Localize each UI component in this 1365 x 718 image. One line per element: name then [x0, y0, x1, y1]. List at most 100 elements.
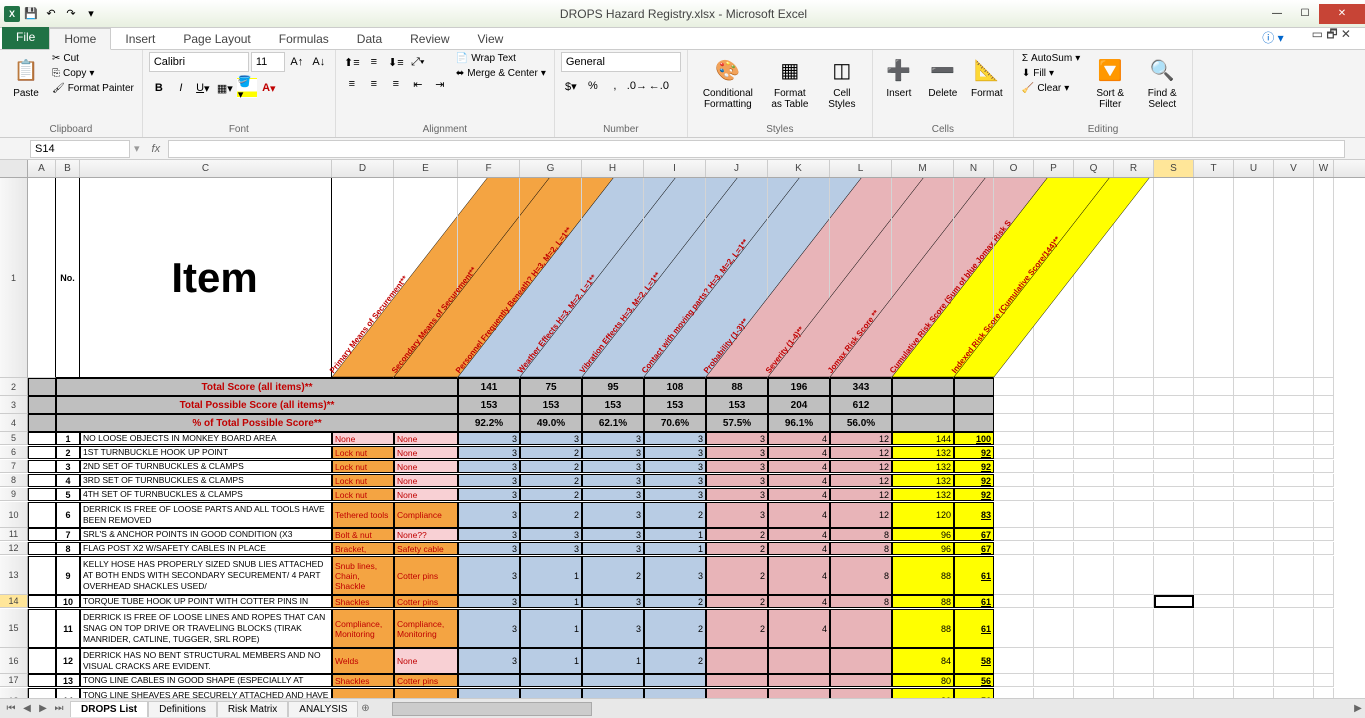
- cell[interactable]: [1314, 414, 1334, 432]
- cell[interactable]: 2: [520, 502, 582, 528]
- cell[interactable]: [994, 460, 1034, 473]
- cell[interactable]: [1274, 595, 1314, 608]
- row-header[interactable]: 7: [0, 460, 28, 473]
- row-header[interactable]: 17: [0, 674, 28, 687]
- cell[interactable]: [1274, 609, 1314, 648]
- cell[interactable]: [1194, 396, 1234, 414]
- cell[interactable]: 1: [582, 648, 644, 674]
- cell[interactable]: 153: [520, 396, 582, 414]
- cell[interactable]: 2: [520, 488, 582, 501]
- sheet-tab[interactable]: DROPS List: [70, 701, 148, 717]
- cell[interactable]: [1034, 595, 1074, 608]
- cell[interactable]: 61: [954, 609, 994, 648]
- cell[interactable]: [1034, 446, 1074, 459]
- cell[interactable]: Bracket,: [332, 542, 394, 555]
- cell[interactable]: 88: [706, 378, 768, 396]
- cell[interactable]: 10: [56, 595, 80, 608]
- orientation-icon[interactable]: ⤢▾: [408, 52, 428, 72]
- cell[interactable]: 1ST TURNBUCKLE HOOK UP POINT: [80, 446, 332, 459]
- cell[interactable]: [1114, 432, 1154, 445]
- cell[interactable]: 96.1%: [768, 414, 830, 432]
- sheet-tab[interactable]: ANALYSIS: [288, 701, 358, 717]
- align-top-icon[interactable]: ⬆≡: [342, 52, 362, 72]
- cell[interactable]: Compliance: [394, 502, 458, 528]
- col-header-A[interactable]: A: [28, 160, 56, 177]
- cell[interactable]: [1274, 396, 1314, 414]
- cell[interactable]: [1154, 674, 1194, 687]
- format-as-table-button[interactable]: ▦Format as Table: [766, 52, 814, 112]
- cell[interactable]: 12: [56, 648, 80, 674]
- font-color-button[interactable]: A▾: [259, 78, 279, 98]
- cell[interactable]: [1314, 502, 1334, 528]
- col-header-R[interactable]: R: [1114, 160, 1154, 177]
- cell[interactable]: [1314, 648, 1334, 674]
- col-header-W[interactable]: W: [1314, 160, 1334, 177]
- cell[interactable]: 4: [768, 432, 830, 445]
- cell[interactable]: [1274, 474, 1314, 487]
- col-header-B[interactable]: B: [56, 160, 80, 177]
- cell[interactable]: [1314, 446, 1334, 459]
- cell[interactable]: [1114, 414, 1154, 432]
- cell[interactable]: [520, 674, 582, 687]
- row-header[interactable]: 2: [0, 378, 28, 396]
- cell[interactable]: [1194, 460, 1234, 473]
- col-header-Q[interactable]: Q: [1074, 160, 1114, 177]
- cell[interactable]: [28, 502, 56, 528]
- cell[interactable]: [1234, 556, 1274, 595]
- undo-icon[interactable]: ↶: [42, 5, 60, 23]
- cell[interactable]: [1194, 542, 1234, 555]
- file-tab[interactable]: File: [2, 27, 49, 49]
- minimize-button[interactable]: —: [1263, 4, 1291, 24]
- cell[interactable]: NO LOOSE OBJECTS IN MONKEY BOARD AREA: [80, 432, 332, 445]
- cell[interactable]: [994, 609, 1034, 648]
- cell[interactable]: 95: [582, 378, 644, 396]
- namebox-dropdown-icon[interactable]: ▾: [130, 142, 144, 155]
- cell[interactable]: 153: [582, 396, 644, 414]
- cell[interactable]: [994, 432, 1034, 445]
- cell[interactable]: [28, 688, 56, 698]
- cell[interactable]: 3: [644, 488, 706, 501]
- scroll-thumb[interactable]: [392, 702, 592, 716]
- cell[interactable]: [1034, 688, 1074, 698]
- align-left-icon[interactable]: ≡: [342, 74, 362, 94]
- cell[interactable]: 1: [520, 556, 582, 595]
- cell[interactable]: 62.1%: [582, 414, 644, 432]
- cell[interactable]: 3: [458, 609, 520, 648]
- cell[interactable]: [1194, 432, 1234, 445]
- cell[interactable]: [1274, 688, 1314, 698]
- cell[interactable]: [1034, 502, 1074, 528]
- grid-rows[interactable]: 1No.ItemPrimary Means of Securement**Sec…: [0, 178, 1365, 698]
- cell[interactable]: [1074, 556, 1114, 595]
- cell[interactable]: [1234, 674, 1274, 687]
- cell[interactable]: 3: [582, 542, 644, 555]
- cell[interactable]: Compliance, Monitoring: [332, 609, 394, 648]
- cell[interactable]: 2: [644, 595, 706, 608]
- cut-button[interactable]: ✂Cut: [50, 52, 136, 65]
- cell[interactable]: Cotter pins: [394, 595, 458, 608]
- cell[interactable]: [1234, 178, 1274, 378]
- border-button[interactable]: ▦▾: [215, 78, 235, 98]
- cell[interactable]: [1154, 688, 1194, 698]
- cell[interactable]: None: [394, 474, 458, 487]
- insert-cells-button[interactable]: ➕Insert: [879, 52, 919, 101]
- cell[interactable]: [1074, 688, 1114, 698]
- indent-increase-icon[interactable]: ⇥: [430, 74, 450, 94]
- cell[interactable]: [706, 688, 768, 698]
- redo-icon[interactable]: ↷: [62, 5, 80, 23]
- col-header-G[interactable]: G: [520, 160, 582, 177]
- underline-button[interactable]: U▾: [193, 78, 213, 98]
- cell[interactable]: None??: [394, 528, 458, 541]
- cell[interactable]: [1154, 609, 1194, 648]
- cell[interactable]: [1194, 556, 1234, 595]
- cell[interactable]: 7: [56, 528, 80, 541]
- cell[interactable]: [1194, 688, 1234, 698]
- cell[interactable]: [830, 674, 892, 687]
- cell[interactable]: 12: [830, 488, 892, 501]
- cell[interactable]: 3: [458, 502, 520, 528]
- cell[interactable]: DERRICK IS FREE OF LOOSE LINES AND ROPES…: [80, 609, 332, 648]
- cell[interactable]: [1234, 488, 1274, 501]
- row-header[interactable]: 14: [0, 595, 28, 608]
- cell[interactable]: [1274, 460, 1314, 473]
- cell[interactable]: 2: [706, 595, 768, 608]
- cell[interactable]: 141: [458, 378, 520, 396]
